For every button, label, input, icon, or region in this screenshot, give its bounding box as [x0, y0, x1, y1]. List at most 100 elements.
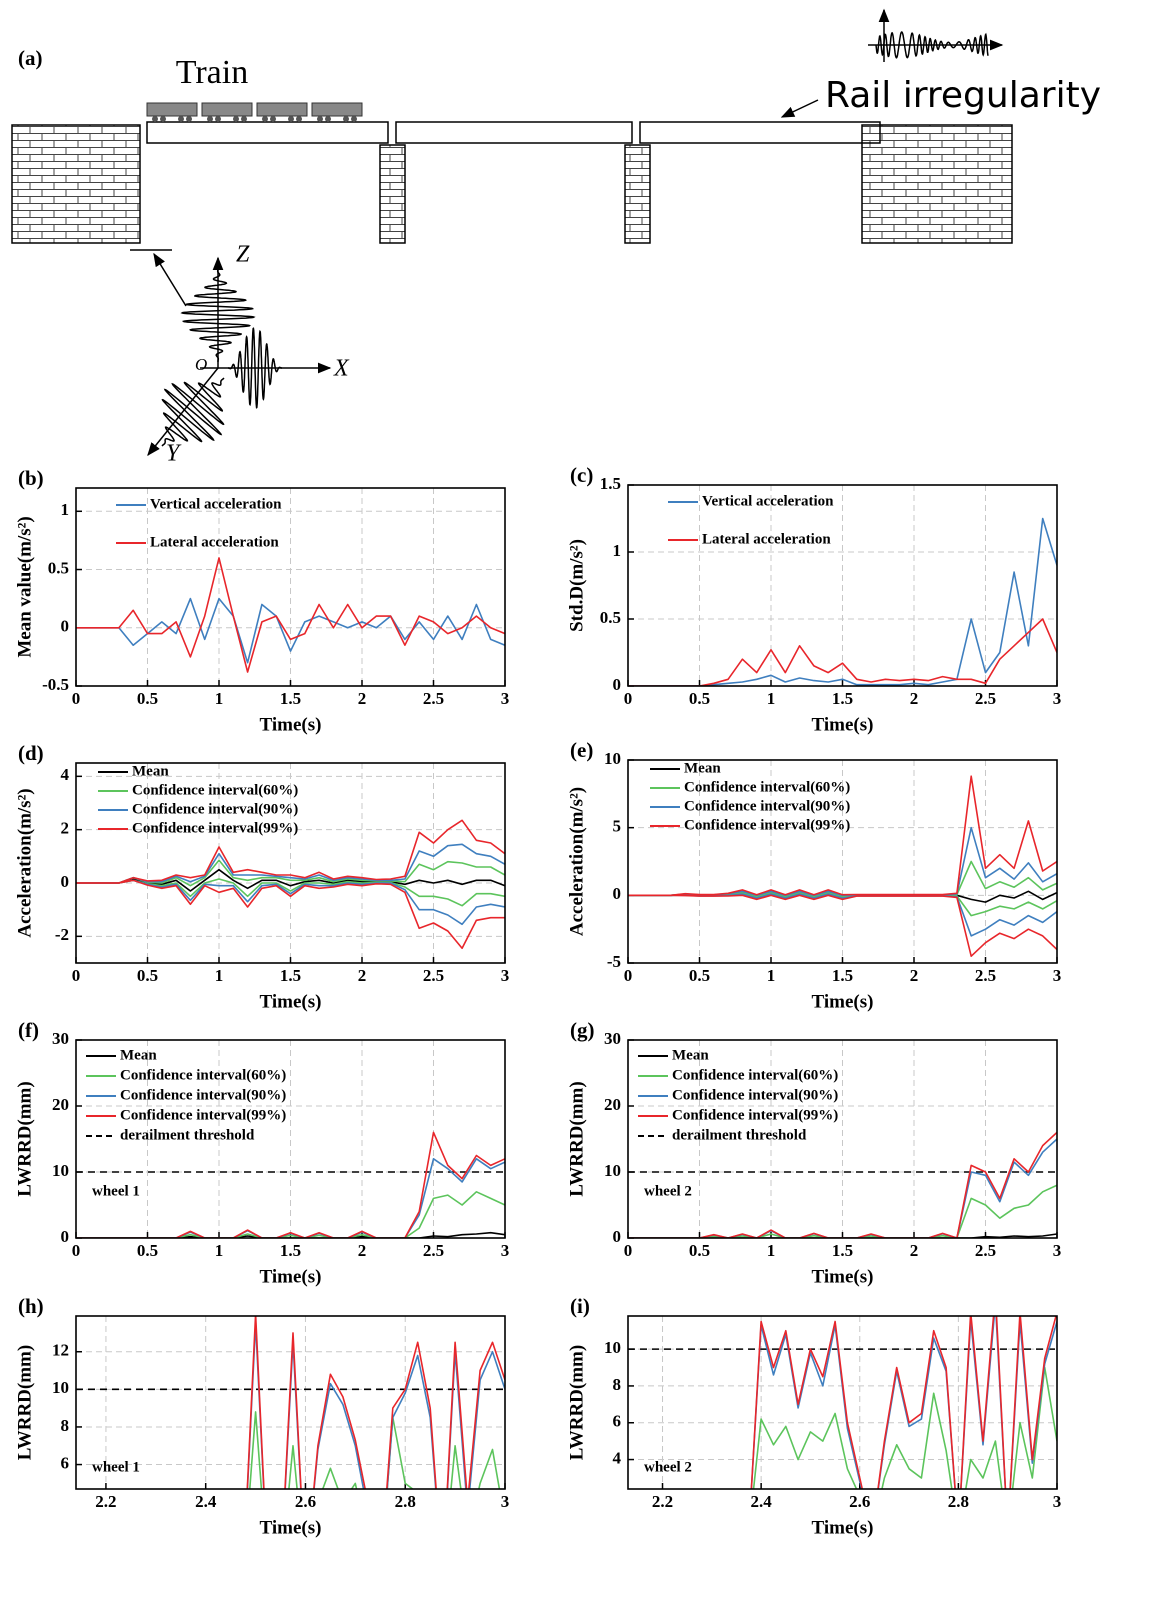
axes-frame: [627, 759, 1058, 964]
rail-label: Rail irregularity: [825, 75, 1101, 116]
plot-area: [628, 775, 1057, 957]
y-tick-label: 0: [61, 872, 70, 891]
y-axis-title: Acceleration(m/s²): [566, 787, 587, 936]
pointer-arrow: [780, 99, 819, 118]
legend-label: Confidence interval(90%): [684, 798, 850, 814]
x-tick-label: 2.8: [948, 1492, 969, 1511]
y-tick-label: 0: [61, 1227, 70, 1246]
legend-label: Mean: [672, 1047, 709, 1063]
chart-panel: 0 0.5 1 1.5 2 2.5 3 -2 0 2 4 (d) Time(s) Acceleration…: [14, 741, 509, 1013]
x-tick-label: 0.5: [689, 1241, 710, 1260]
annotation: wheel 2: [644, 1459, 692, 1475]
bridge-diagram: (a) Train Rail irregularity Z X Y O: [11, 8, 1101, 467]
y-tick-label: 20: [604, 1095, 621, 1114]
x-tick-label: 2.5: [975, 1241, 996, 1260]
x-axis-title: Time(s): [812, 714, 874, 735]
legend-label: derailment threshold: [672, 1127, 807, 1143]
y-tick-label: 30: [52, 1029, 69, 1048]
y-tick-label: -5: [607, 952, 621, 971]
y-tick-label: 0: [613, 1227, 622, 1246]
y-axis-title: Std.D(m/s²): [566, 539, 587, 632]
y-tick-label: 0.5: [48, 558, 69, 577]
axes-frame: [75, 762, 506, 964]
y-axis-title: LWRRD(mm): [14, 1081, 35, 1196]
x-axis-title: Time(s): [260, 714, 322, 735]
y-tick-label: 10: [604, 1161, 621, 1180]
legend-label: Confidence interval(90%): [132, 801, 298, 817]
y-tick-label: 12: [52, 1341, 69, 1360]
series-line: [76, 819, 505, 884]
y-axis-title: LWRRD(mm): [566, 1345, 587, 1460]
series-line: [628, 894, 1057, 957]
series-line: [76, 1131, 505, 1238]
x-axis-title: Time(s): [812, 1266, 874, 1287]
wave-signal: [228, 327, 282, 409]
series-line: [76, 1191, 505, 1238]
axis-label: Z: [236, 242, 250, 268]
y-tick-label: 0: [61, 617, 70, 636]
x-tick-label: 0.5: [689, 689, 710, 708]
series-line: [628, 517, 1057, 686]
x-tick-label: 2.6: [849, 1492, 870, 1511]
plot-area: [76, 1316, 505, 1489]
girder: [146, 121, 389, 144]
y-axis: [147, 367, 219, 457]
y-tick-label: 0: [613, 675, 622, 694]
y-tick-label: 10: [604, 1338, 621, 1357]
y-tick-label: 10: [52, 1378, 69, 1397]
legend-label: Mean: [132, 763, 169, 779]
axes-frame: [627, 484, 1058, 687]
x-tick-label: 1: [215, 966, 224, 985]
x-axis-title: Time(s): [812, 1517, 874, 1538]
x-tick-label: 1.5: [832, 689, 853, 708]
x-tick-label: 2: [910, 1241, 919, 1260]
legend-label: Confidence interval(60%): [120, 1067, 286, 1083]
y-tick-label: 0.5: [600, 608, 621, 627]
series-line: [750, 1316, 1057, 1489]
annotation: wheel 1: [92, 1183, 140, 1199]
series-line: [76, 557, 505, 673]
panel-label: (h): [18, 1294, 44, 1318]
plot-area: [76, 1131, 505, 1238]
legend-label: derailment threshold: [120, 1127, 255, 1143]
x-tick-label: 1: [767, 689, 776, 708]
panel-label: (d): [18, 741, 44, 765]
x-tick-label: 2.5: [423, 689, 444, 708]
y-tick-label: 30: [604, 1029, 621, 1048]
x-tick-label: 2.2: [652, 1492, 673, 1511]
legend-label: Confidence interval(90%): [672, 1087, 838, 1103]
x-tick-label: 3: [1053, 1492, 1062, 1511]
panel-label: (i): [570, 1294, 590, 1318]
y-tick-label: 20: [52, 1095, 69, 1114]
pier: [379, 144, 406, 244]
series-line: [628, 1233, 1057, 1238]
legend-label: Confidence interval(99%): [120, 1107, 286, 1123]
y-tick-label: 6: [61, 1453, 70, 1472]
annotation: wheel 1: [92, 1459, 140, 1475]
y-tick-label: 10: [604, 749, 621, 768]
series-line: [752, 1366, 1057, 1489]
axis-label: Y: [166, 441, 182, 467]
plot-area: [628, 1131, 1057, 1238]
panel-label: (g): [570, 1018, 595, 1042]
x-tick-label: 1.5: [832, 966, 853, 985]
y-tick-label: 1: [613, 541, 622, 560]
x-tick-label: 0.5: [689, 966, 710, 985]
legend-label: Confidence interval(60%): [684, 779, 850, 795]
x-tick-label: 3: [1053, 1241, 1062, 1260]
plot-area: [76, 819, 505, 950]
y-axis-title: Mean value(m/s²): [14, 516, 35, 657]
girder: [395, 121, 633, 144]
y-axis-title: LWRRD(mm): [14, 1345, 35, 1460]
girder: [639, 121, 881, 144]
x-tick-label: 2: [358, 1241, 367, 1260]
y-tick-label: 6: [613, 1412, 622, 1431]
panel-label: (c): [570, 463, 593, 487]
chart-panel: 0 0.5 1 1.5 2 2.5 3 0 0.5 1 1.5 (c) Time(s) Std.D(m/s…: [566, 463, 1061, 736]
y-tick-label: 8: [61, 1416, 70, 1435]
origin-label: O: [195, 355, 207, 374]
series-line: [628, 1184, 1057, 1238]
x-tick-label: 3: [1053, 966, 1062, 985]
wave-signal: [161, 377, 225, 447]
